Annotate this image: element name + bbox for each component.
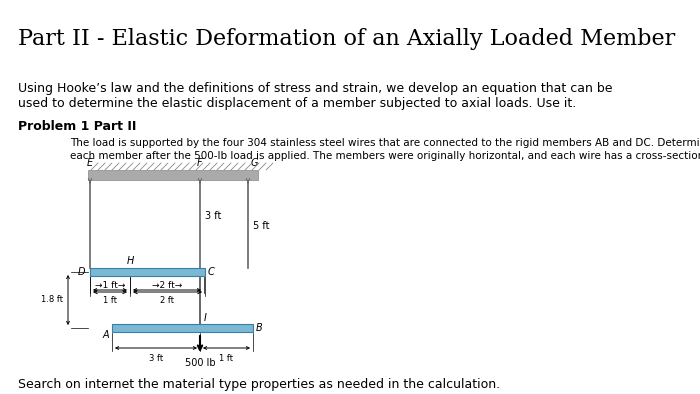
Text: used to determine the elastic displacement of a member subjected to axial loads.: used to determine the elastic displaceme… [18, 97, 576, 110]
Text: →2 ft→: →2 ft→ [152, 281, 182, 290]
Text: Using Hooke’s law and the definitions of stress and strain, we develop an equati: Using Hooke’s law and the definitions of… [18, 82, 612, 95]
Text: each member after the 500-lb load is applied. The members were originally horizo: each member after the 500-lb load is app… [70, 151, 700, 161]
Text: 1 ft: 1 ft [219, 354, 233, 363]
Bar [112, 324, 253, 332]
Text: 1.8 ft: 1.8 ft [41, 296, 63, 305]
Text: F: F [197, 158, 203, 168]
Text: Part II - Elastic Deformation of an Axially Loaded Member: Part II - Elastic Deformation of an Axia… [18, 28, 676, 50]
Text: A: A [102, 330, 109, 340]
Text: G: G [251, 158, 258, 168]
Text: 3 ft: 3 ft [149, 354, 163, 363]
Bar [88, 170, 258, 180]
Text: E: E [87, 158, 93, 168]
Text: The load is supported by the four 304 stainless steel wires that are connected t: The load is supported by the four 304 st… [70, 138, 700, 148]
Text: B: B [256, 323, 262, 333]
Text: 1 ft: 1 ft [103, 296, 117, 305]
Text: C: C [208, 267, 215, 277]
Text: →1 ft→: →1 ft→ [94, 281, 125, 290]
Text: H: H [126, 256, 134, 266]
Text: 3 ft: 3 ft [205, 211, 221, 221]
Text: Problem 1 Part II: Problem 1 Part II [18, 120, 136, 133]
Text: 500 lb: 500 lb [185, 358, 216, 368]
Text: Search on internet the material type properties as needed in the calculation.: Search on internet the material type pro… [18, 378, 500, 391]
Text: I: I [204, 313, 207, 323]
Text: D: D [78, 267, 85, 277]
Text: 5 ft: 5 ft [253, 221, 270, 231]
Bar [90, 268, 205, 276]
Text: 2 ft: 2 ft [160, 296, 174, 305]
